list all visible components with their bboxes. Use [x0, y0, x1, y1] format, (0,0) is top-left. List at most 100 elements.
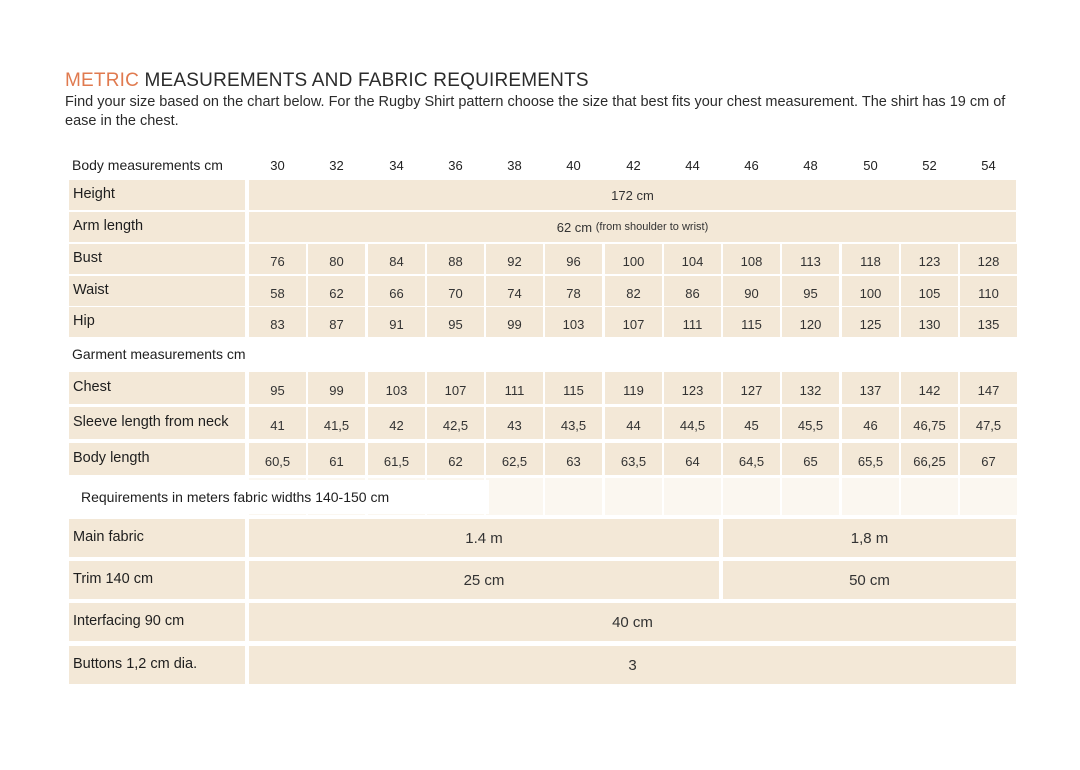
- table-cell: 95: [782, 276, 839, 306]
- table-cell: 128: [960, 244, 1017, 274]
- table-cell: 130: [901, 307, 958, 337]
- table-cell: 82: [605, 276, 662, 306]
- table-cell: 62,5: [486, 443, 543, 475]
- main-fabric-label: Main fabric: [69, 519, 245, 557]
- blank-cell: [901, 478, 958, 515]
- size-header: 48: [803, 158, 818, 173]
- arm-length-label: Arm length: [69, 212, 245, 242]
- table-cell: 111: [664, 307, 721, 337]
- table-cell: 78: [545, 276, 602, 306]
- blank-cell: [486, 478, 543, 515]
- row-label: Hip: [69, 307, 245, 337]
- trim-value-small: 25 cm: [249, 561, 719, 599]
- table-cell: 100: [842, 276, 899, 306]
- table-cell: 63: [545, 443, 602, 475]
- garment-measurements-header: Garment measurements cm: [72, 346, 246, 362]
- table-cell: 142: [901, 372, 958, 404]
- blank-cell: [545, 478, 602, 515]
- row-label: Sleeve length from neck: [69, 407, 245, 439]
- table-cell: 86: [664, 276, 721, 306]
- table-cell: 115: [545, 372, 602, 404]
- table-cell: 100: [605, 244, 662, 274]
- size-header: 32: [329, 158, 344, 173]
- arm-length-note: (from shoulder to wrist): [595, 221, 709, 233]
- blank-cell: [664, 478, 721, 515]
- size-header: 42: [626, 158, 641, 173]
- table-cell: 147: [960, 372, 1017, 404]
- table-cell: 61,5: [368, 443, 425, 475]
- table-cell: 42,5: [427, 407, 484, 439]
- table-cell: 41: [249, 407, 306, 439]
- table-cell: 110: [960, 276, 1017, 306]
- table-cell: 92: [486, 244, 543, 274]
- table-cell: 62: [427, 443, 484, 475]
- size-header: 46: [744, 158, 759, 173]
- fabric-requirements-header: Requirements in meters fabric widths 140…: [69, 480, 489, 514]
- table-cell: 84: [368, 244, 425, 274]
- table-cell: 113: [782, 244, 839, 274]
- size-header: 38: [507, 158, 522, 173]
- table-cell: 103: [545, 307, 602, 337]
- row-label: Bust: [69, 244, 245, 274]
- table-cell: 67: [960, 443, 1017, 475]
- table-cell: 41,5: [308, 407, 365, 439]
- blank-cell: [960, 478, 1017, 515]
- table-cell: 115: [723, 307, 780, 337]
- table-cell: 107: [605, 307, 662, 337]
- table-cell: 58: [249, 276, 306, 306]
- row-label: Waist: [69, 276, 245, 306]
- size-header: 40: [566, 158, 581, 173]
- size-header: 36: [448, 158, 463, 173]
- row-label: Chest: [69, 372, 245, 404]
- size-header: 50: [863, 158, 878, 173]
- table-cell: 45,5: [782, 407, 839, 439]
- main-fabric-value-large: 1,8 m: [723, 519, 1016, 557]
- table-cell: 45: [723, 407, 780, 439]
- blank-cell: [605, 478, 662, 515]
- table-cell: 46,75: [901, 407, 958, 439]
- table-cell: 107: [427, 372, 484, 404]
- table-cell: 65: [782, 443, 839, 475]
- table-cell: 99: [308, 372, 365, 404]
- table-cell: 127: [723, 372, 780, 404]
- table-cell: 111: [486, 372, 543, 404]
- table-cell: 132: [782, 372, 839, 404]
- table-cell: 43,5: [545, 407, 602, 439]
- table-cell: 76: [249, 244, 306, 274]
- table-cell: 83: [249, 307, 306, 337]
- row-label: Body length: [69, 443, 245, 475]
- table-cell: 125: [842, 307, 899, 337]
- table-cell: 119: [605, 372, 662, 404]
- table-cell: 99: [486, 307, 543, 337]
- table-cell: 66,25: [901, 443, 958, 475]
- trim-value-large: 50 cm: [723, 561, 1016, 599]
- table-cell: 63,5: [605, 443, 662, 475]
- table-cell: 64,5: [723, 443, 780, 475]
- body-measurements-header: Body measurements cm: [72, 157, 223, 173]
- buttons-value: 3: [249, 646, 1016, 684]
- table-cell: 103: [368, 372, 425, 404]
- table-cell: 87: [308, 307, 365, 337]
- blank-cell: [842, 478, 899, 515]
- table-cell: 43: [486, 407, 543, 439]
- trim-label: Trim 140 cm: [69, 561, 245, 599]
- table-cell: 47,5: [960, 407, 1017, 439]
- interfacing-value: 40 cm: [249, 603, 1016, 641]
- table-cell: 42: [368, 407, 425, 439]
- table-cell: 90: [723, 276, 780, 306]
- table-cell: 88: [427, 244, 484, 274]
- arm-length-value-cell: 62 cm (from shoulder to wrist): [249, 212, 1016, 242]
- table-cell: 65,5: [842, 443, 899, 475]
- table-cell: 137: [842, 372, 899, 404]
- table-cell: 60,5: [249, 443, 306, 475]
- size-header: 52: [922, 158, 937, 173]
- table-cell: 123: [901, 244, 958, 274]
- buttons-label: Buttons 1,2 cm dia.: [69, 646, 245, 684]
- main-fabric-value-small: 1.4 m: [249, 519, 719, 557]
- size-header: 44: [685, 158, 700, 173]
- table-cell: 46: [842, 407, 899, 439]
- table-cell: 108: [723, 244, 780, 274]
- title-accent: METRIC: [65, 70, 140, 91]
- table-cell: 105: [901, 276, 958, 306]
- table-cell: 91: [368, 307, 425, 337]
